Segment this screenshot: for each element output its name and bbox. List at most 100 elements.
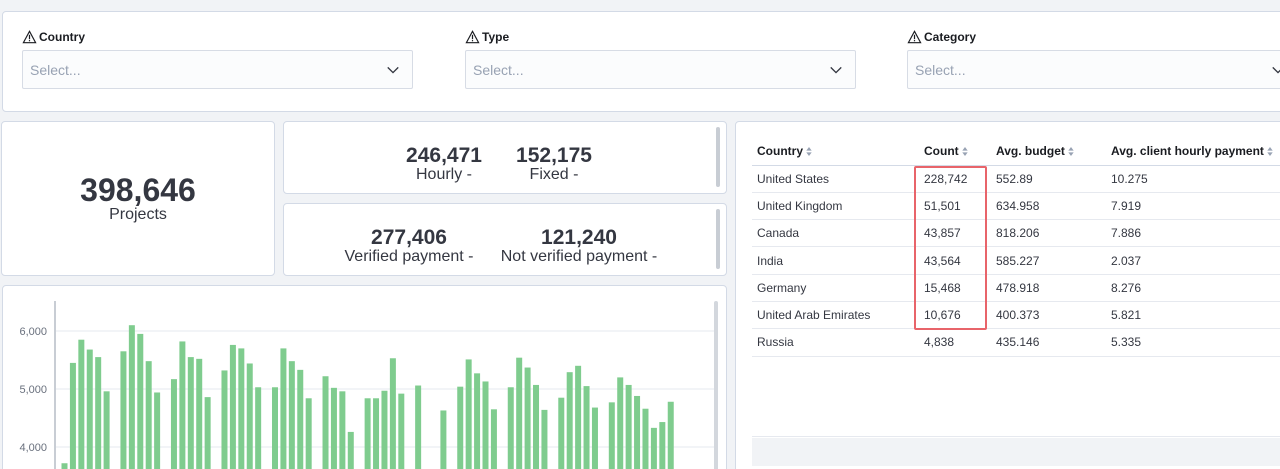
table-row[interactable]: India 43,564 585.227 2.037 <box>752 246 1280 275</box>
chart-bar[interactable] <box>591 407 598 469</box>
chart-bar[interactable] <box>617 377 624 469</box>
chart-bar[interactable] <box>373 398 380 469</box>
chevron-down-icon[interactable] <box>1271 63 1280 77</box>
fixed-metric: 152,175 Fixed - <box>494 145 614 183</box>
panel-scrollbar[interactable] <box>716 127 720 187</box>
chart-bar[interactable] <box>288 361 295 469</box>
table-row[interactable]: Germany 15,468 478.918 8.276 <box>752 274 1280 302</box>
chart-bar[interactable] <box>524 367 531 469</box>
country-cell: United Arab Emirates <box>752 301 919 330</box>
chart-bar[interactable] <box>238 348 245 469</box>
chart-bar[interactable] <box>246 363 253 469</box>
chart-bar[interactable] <box>229 344 236 469</box>
sort-icon[interactable] <box>806 147 812 157</box>
chart-bar[interactable] <box>389 358 396 469</box>
sort-icon[interactable] <box>1068 147 1074 157</box>
hourly-count: 246,471 <box>406 144 482 167</box>
chart-bar[interactable] <box>339 391 346 469</box>
chart-bar[interactable] <box>196 358 203 469</box>
chart-bar[interactable] <box>179 341 186 469</box>
select-placeholder: Select... <box>473 61 524 78</box>
avg-budget-cell: 585.227 <box>991 246 1106 275</box>
chart-bar[interactable] <box>482 381 489 469</box>
col-avg-hourly[interactable]: Avg. client hourly payment <box>1106 138 1280 166</box>
chart-bar[interactable] <box>650 427 657 469</box>
country-cell: United States <box>752 165 919 193</box>
chart-bar[interactable] <box>575 365 582 469</box>
chart-bar[interactable] <box>541 409 548 469</box>
chart-bar[interactable] <box>272 387 278 469</box>
chart-bar[interactable] <box>659 422 666 469</box>
chart-bar[interactable] <box>364 398 371 469</box>
chart-bar[interactable] <box>187 357 194 469</box>
chevron-down-icon[interactable] <box>386 63 400 77</box>
chevron-down-icon[interactable] <box>829 63 843 77</box>
chart-bar[interactable] <box>398 393 405 469</box>
hourly-metric: 246,471 Hourly - <box>384 145 504 183</box>
chart-bar[interactable] <box>465 359 472 469</box>
chart-bar[interactable] <box>128 325 135 469</box>
chart-bar[interactable] <box>474 373 481 469</box>
chart-bar[interactable] <box>95 357 102 469</box>
chart-bar[interactable] <box>86 349 93 469</box>
chart-bar[interactable] <box>145 361 152 469</box>
sort-icon[interactable] <box>1267 147 1273 157</box>
country-cell: Germany <box>752 274 919 302</box>
chart-bar[interactable] <box>204 397 211 469</box>
chart-bar[interactable] <box>120 351 127 469</box>
table-row[interactable]: United Arab Emirates 10,676 400.373 5.821 <box>752 301 1280 330</box>
table-row[interactable]: United Kingdom 51,501 634.958 7.919 <box>752 192 1280 221</box>
country-table: Country Count Avg. budget Avg. client ho… <box>752 138 1280 357</box>
category-select[interactable]: Select... <box>907 50 1280 89</box>
chart-bar[interactable] <box>415 385 422 469</box>
chart-bar[interactable] <box>667 401 674 469</box>
panel-scrollbar[interactable] <box>716 209 720 269</box>
chart-bar[interactable] <box>78 339 85 469</box>
chart-bar[interactable] <box>583 386 590 469</box>
chart-bar[interactable] <box>154 392 161 469</box>
chart-bar[interactable] <box>170 379 177 469</box>
col-avg-budget[interactable]: Avg. budget <box>991 138 1106 166</box>
chart-bar[interactable] <box>322 376 329 469</box>
chart-bar[interactable] <box>440 410 447 469</box>
verified-label: Verified payment - <box>344 248 474 265</box>
table-row[interactable]: Russia 4,838 435.146 5.335 <box>752 328 1280 357</box>
fixed-label: Fixed - <box>529 166 579 183</box>
chart-bar[interactable] <box>608 402 615 469</box>
chart-bar[interactable] <box>330 387 337 469</box>
col-country[interactable]: Country <box>752 138 919 166</box>
warning-icon <box>465 30 480 44</box>
col-count[interactable]: Count <box>919 138 991 166</box>
chart-bar[interactable] <box>305 398 312 469</box>
table-row[interactable]: Canada 43,857 818.206 7.886 <box>752 219 1280 248</box>
chart-scrollbar[interactable] <box>714 301 718 469</box>
chart-bar[interactable] <box>490 409 497 469</box>
chart-bar[interactable] <box>634 395 641 469</box>
chart-bar[interactable] <box>103 391 110 469</box>
chart-bar[interactable] <box>255 387 262 469</box>
avg-hourly-cell: 5.821 <box>1106 301 1280 330</box>
chart-bar[interactable] <box>61 463 68 469</box>
chart-bar[interactable] <box>69 362 76 469</box>
chart-bar[interactable] <box>507 387 514 469</box>
chart-bar[interactable] <box>280 348 287 469</box>
country-select[interactable]: Select... <box>22 50 413 89</box>
chart-bar[interactable] <box>297 369 304 469</box>
chart-bar[interactable] <box>381 390 388 469</box>
not-verified-label: Not verified payment - <box>500 248 658 265</box>
fixed-count: 152,175 <box>516 144 592 167</box>
chart-bar[interactable] <box>137 333 144 469</box>
chart-bar[interactable] <box>642 408 649 469</box>
avg-budget-cell: 552.89 <box>991 165 1106 193</box>
chart-bar[interactable] <box>566 372 573 469</box>
chart-bar[interactable] <box>457 386 464 469</box>
chart-bar[interactable] <box>625 384 632 469</box>
chart-bar[interactable] <box>516 357 523 469</box>
chart-bar[interactable] <box>558 397 565 469</box>
chart-bar[interactable] <box>347 431 354 469</box>
chart-bar[interactable] <box>221 370 228 469</box>
type-select[interactable]: Select... <box>465 50 856 89</box>
table-row[interactable]: United States 228,742 552.89 10.275 <box>752 165 1280 193</box>
chart-bar[interactable] <box>533 384 540 469</box>
sort-icon[interactable] <box>961 147 968 157</box>
